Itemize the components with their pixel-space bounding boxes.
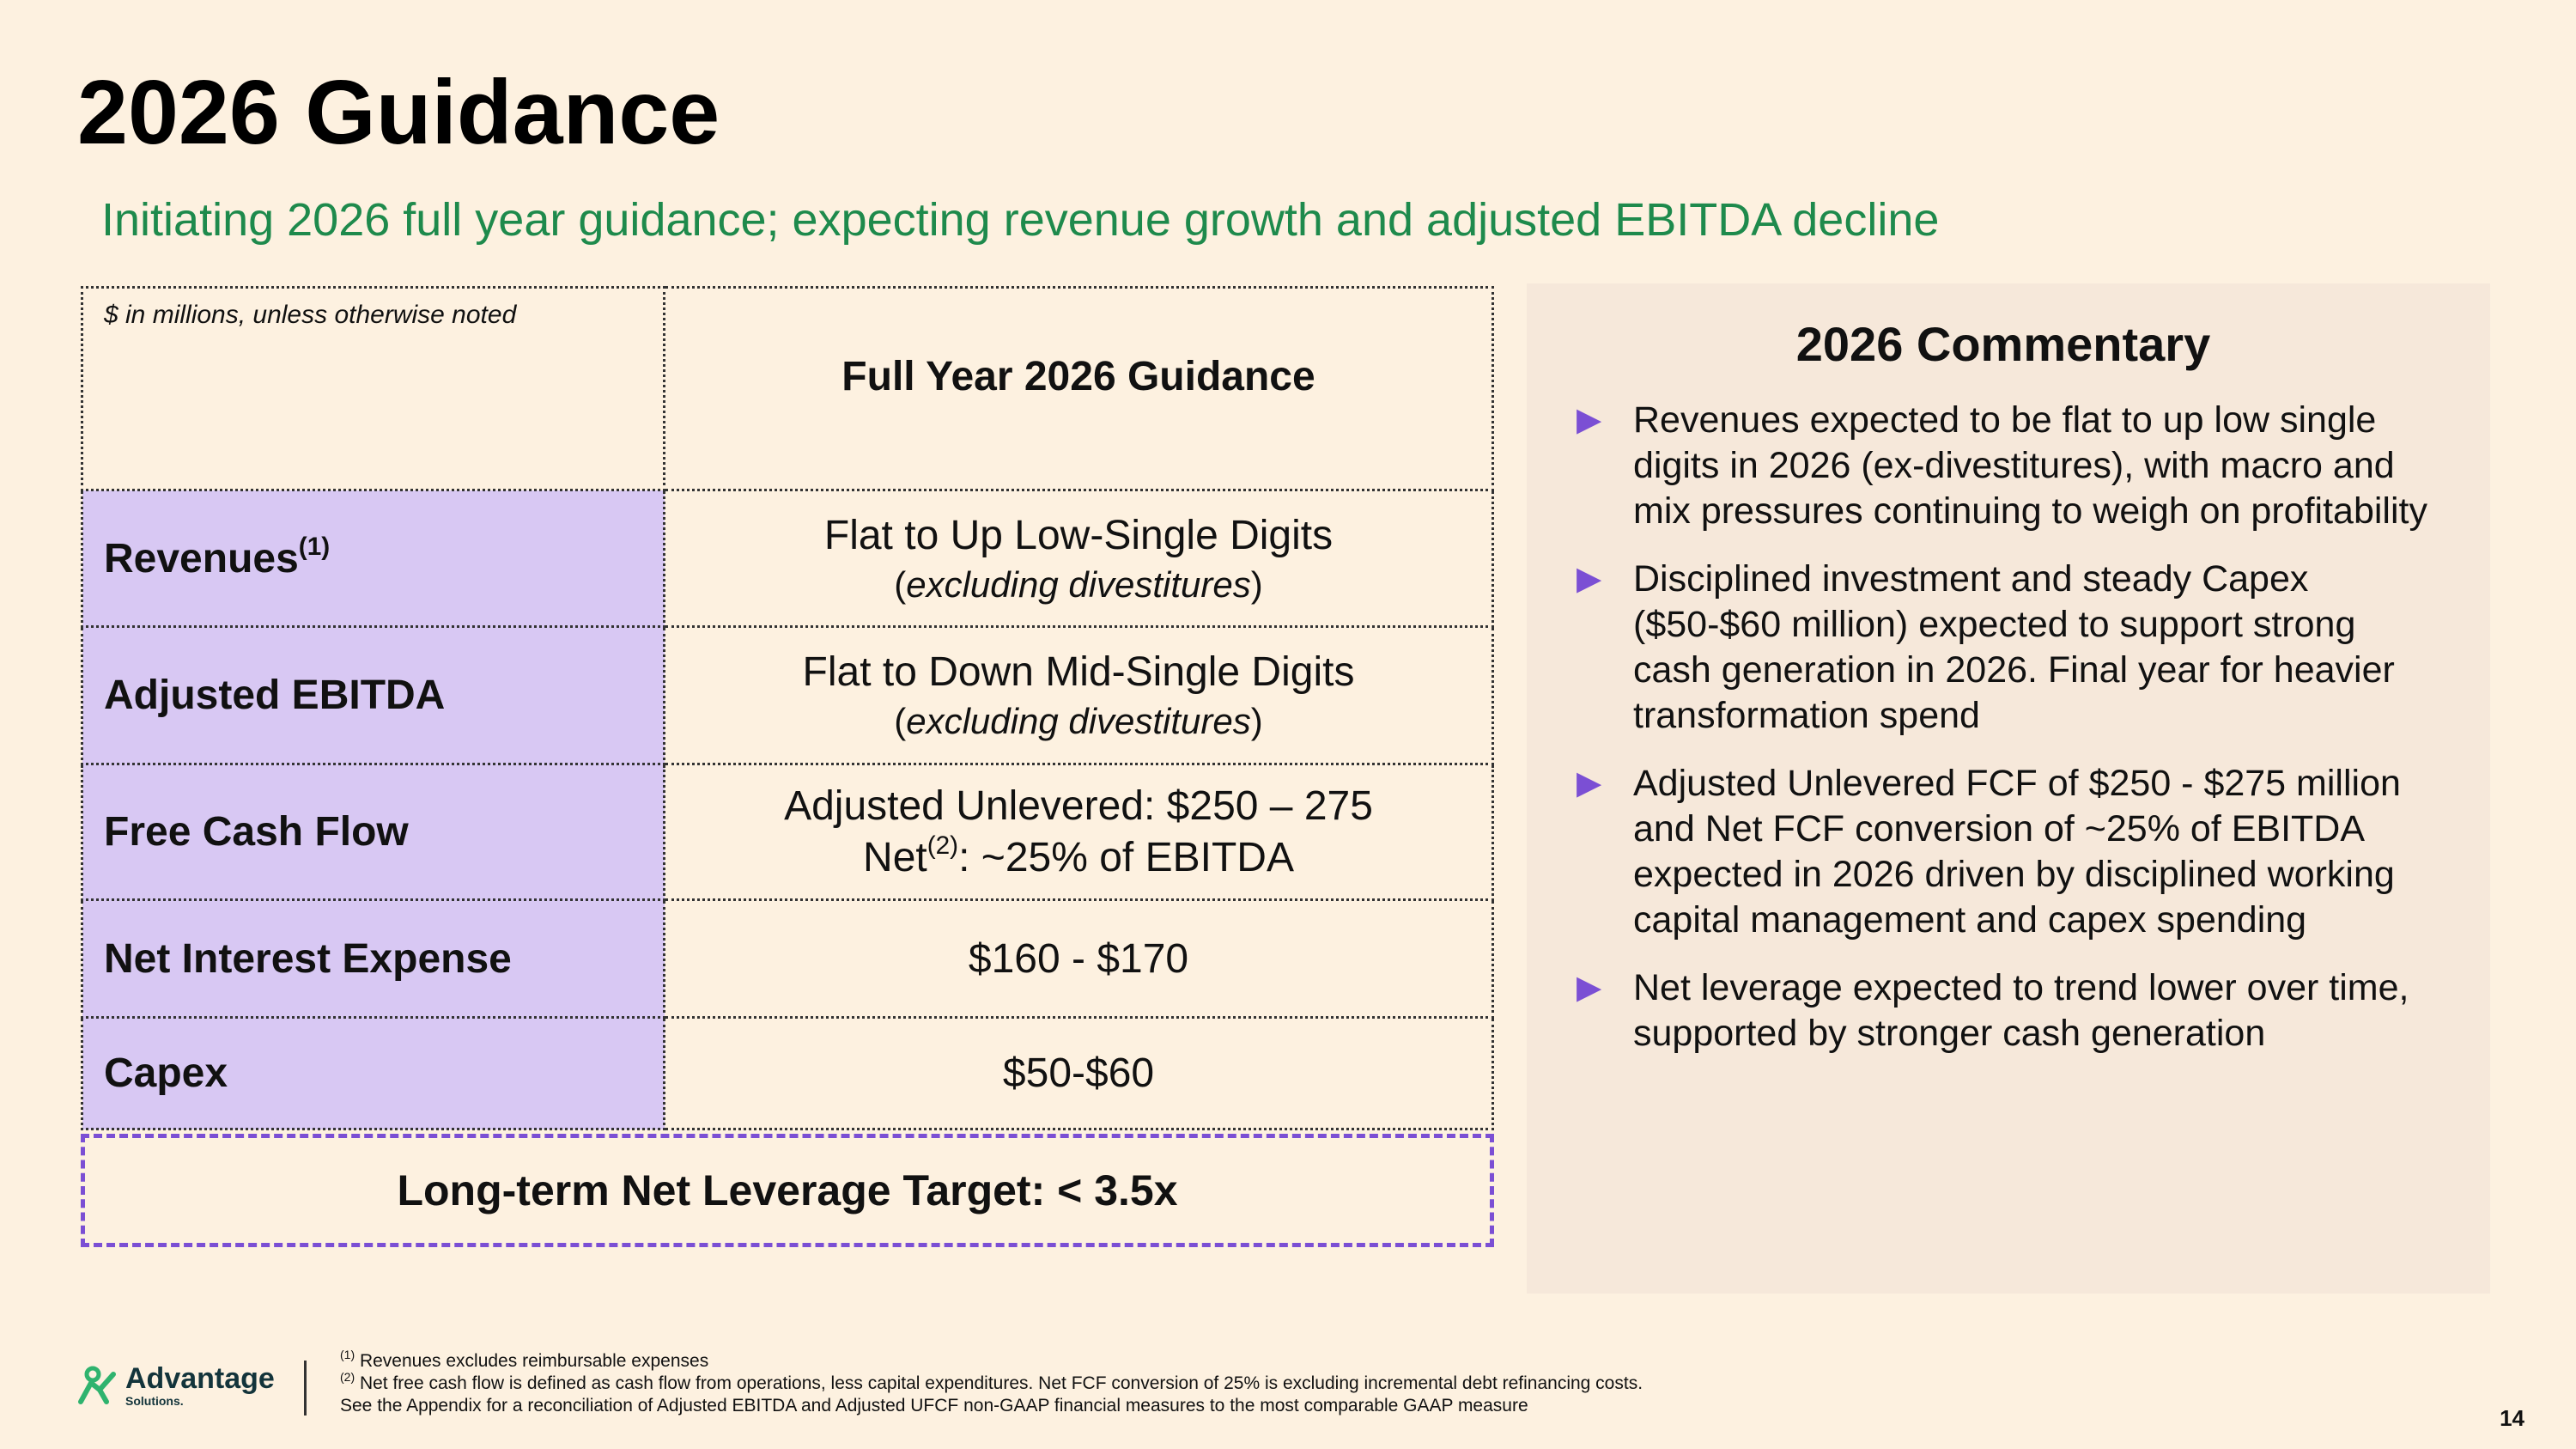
column-header: Full Year 2026 Guidance [663, 286, 1494, 491]
list-item: ▶ Net leverage expected to trend lower ov… [1577, 967, 2409, 1054]
commentary-panel: 2026 Commentary ▶ Revenues expected to be… [1527, 283, 2490, 1294]
page-title: 2026 Guidance [77, 62, 720, 163]
value-text: Flat to Down Mid-Single Digits [802, 649, 1355, 695]
leverage-target-box: Long-term Net Leverage Target: < 3.5x [81, 1134, 1494, 1247]
value-subnote: (excluding divestitures) [894, 563, 1263, 605]
footnote-2: (2) Net free cash flow is defined as cas… [340, 1369, 1643, 1393]
value-text: Adjusted Unlevered: $250 – 275 [784, 782, 1373, 829]
row-label-free-cash-flow: Free Cash Flow [81, 763, 665, 901]
table-row: Adjusted EBITDA Flat to Down Mid-Single … [81, 625, 1494, 765]
footnote-1: (1) Revenues excludes reimbursable expen… [340, 1347, 709, 1371]
logo-text: Advantage [125, 1362, 275, 1395]
row-value-free-cash-flow: Adjusted Unlevered: $250 – 275 Net(2): ~… [663, 763, 1494, 901]
page-number: 14 [2500, 1405, 2524, 1431]
triangle-bullet-icon: ▶ [1577, 970, 1602, 1006]
list-item: ▶ Disciplined investment and steady Capex… [1577, 558, 2395, 736]
row-value-net-interest-expense: $160 - $170 [663, 898, 1494, 1019]
table-row: Capex $50-$60 [81, 1016, 1494, 1130]
row-label-net-interest-expense: Net Interest Expense [81, 898, 665, 1019]
page-subtitle: Initiating 2026 full year guidance; expe… [101, 194, 1940, 246]
footnote-3: See the Appendix for a reconciliation of… [340, 1396, 1528, 1416]
row-value-capex: $50-$60 [663, 1016, 1494, 1130]
value-subnote: (excluding divestitures) [894, 701, 1263, 741]
footer-divider [304, 1361, 307, 1416]
list-item: ▶ Revenues expected to be flat to up low … [1577, 399, 2427, 532]
triangle-bullet-icon: ▶ [1577, 561, 1602, 597]
triangle-bullet-icon: ▶ [1577, 765, 1602, 801]
row-value-revenues: Flat to Up Low-Single Digits (excluding … [663, 489, 1494, 628]
value-text-net: Net(2): ~25% of EBITDA [863, 831, 1294, 880]
value-text: Flat to Up Low-Single Digits [823, 512, 1334, 558]
table-row: Revenues(1) Flat to Up Low-Single Digits… [81, 489, 1494, 628]
units-note: $ in millions, unless otherwise noted [81, 286, 665, 491]
row-label-adjusted-ebitda: Adjusted EBITDA [81, 625, 665, 765]
commentary-title: 2026 Commentary [1795, 317, 2211, 371]
row-value-adjusted-ebitda: Flat to Down Mid-Single Digits (excludin… [663, 625, 1494, 765]
advantage-logo-icon [78, 1366, 116, 1404]
footnotes: (1) Revenues excludes reimbursable expen… [340, 1347, 1643, 1417]
company-logo: Advantage Solutions. [76, 1364, 275, 1407]
row-label-capex: Capex [81, 1016, 665, 1130]
list-item: ▶ Adjusted Unlevered FCF of $250 - $275 m… [1577, 763, 2401, 941]
guidance-table: $ in millions, unless otherwise noted Fu… [81, 286, 1494, 1130]
row-label-revenues: Revenues(1) [81, 489, 665, 628]
logo-subtext: Solutions. [125, 1394, 184, 1408]
table-row: Free Cash Flow Adjusted Unlevered: $250 … [81, 763, 1494, 901]
commentary-list: ▶ Revenues expected to be flat to up low … [1577, 398, 2430, 1056]
table-row: Net Interest Expense $160 - $170 [81, 898, 1494, 1019]
triangle-bullet-icon: ▶ [1577, 402, 1602, 438]
table-header-row: $ in millions, unless otherwise noted Fu… [81, 286, 1494, 491]
